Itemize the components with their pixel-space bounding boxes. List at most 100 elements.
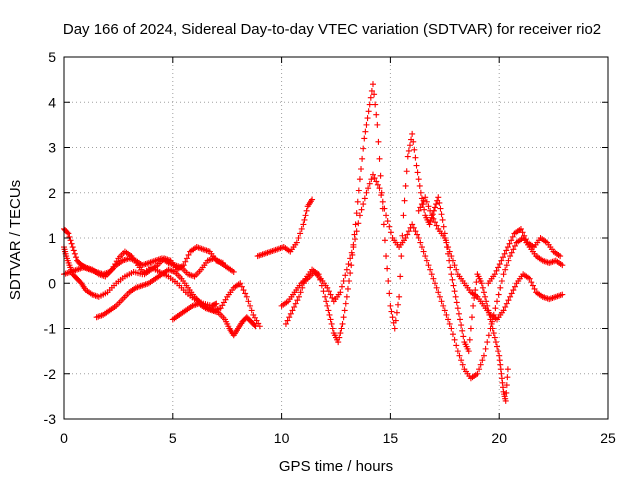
data-point-interp [360,145,367,152]
data-point-interp [303,207,310,214]
data-point-interp [425,262,432,269]
data-point-interp [373,111,380,118]
data-point-interp [503,389,510,396]
data-point-interp [355,187,362,194]
data-point-interp [70,247,77,254]
data-point [422,253,429,260]
data-point-interp [432,204,439,211]
data-point-interp [387,229,394,236]
data-point-interp [398,253,405,260]
data-point-interp [287,310,294,317]
data-point-interp [345,261,352,268]
data-point-interp [415,176,422,183]
data-point-interp [484,339,491,346]
data-point [65,230,72,237]
data-point-interp [329,325,336,332]
data-point-interp [185,251,192,258]
data-point-interp [340,314,347,321]
y-tick-label: 4 [48,94,56,110]
data-point-interp [359,155,366,162]
data-point [337,289,344,296]
data-point-interp [386,223,393,230]
data-point-interp [395,301,402,308]
data-point-interp [505,257,512,264]
data-point [498,257,505,264]
data-point-interp [430,275,437,282]
data-point-interp [460,333,467,340]
data-point-interp [302,212,309,219]
data-point-interp [495,348,502,355]
data-point [400,212,407,219]
data-point-interp [522,236,529,243]
y-tick-label: -3 [44,411,57,427]
data-point-interp [493,267,500,274]
data-point-interp [371,91,378,98]
data-point-interp [451,262,458,269]
data-point-interp [64,229,71,236]
data-point-interp [360,201,367,208]
series-track-4 [93,266,263,330]
data-point-interp [338,283,345,290]
data-point-interp [251,322,258,329]
data-point-interp [418,244,425,251]
data-point-interp [384,218,391,225]
data-point-interp [433,201,440,208]
data-point-interp [418,201,425,208]
data-point [415,235,422,241]
data-point-interp [363,121,370,128]
data-point [507,253,514,260]
data-point-interp [453,342,460,349]
data-point-interp [510,287,517,294]
x-tick-label: 25 [600,430,616,446]
data-point-interp [240,287,247,294]
data-point-interp [301,216,308,223]
data-point [452,293,459,300]
data-point-interp [365,185,372,192]
data-point-interp [372,101,379,108]
data-point-interp [505,297,512,304]
data-point-interp [344,285,351,292]
data-point-interp [492,339,499,346]
data-point-interp [384,265,391,272]
data-point-interp [500,254,507,261]
data-point [474,370,481,377]
data-point-interp [477,361,484,368]
data-point [309,196,316,203]
data-point [356,176,363,183]
data-point-interp [440,223,447,230]
data-point-interp [417,239,424,246]
data-point [252,323,259,330]
data-point [378,189,385,196]
data-point-interp [495,264,502,271]
data-point-interp [528,279,535,286]
data-point-interp [212,301,219,308]
data-point-interp [432,280,439,287]
data-point [402,235,409,241]
series-track-6 [254,196,316,260]
data-point [470,302,477,309]
data-point-interp [291,304,298,311]
data-point-interp [466,336,473,343]
data-point-interp [355,220,362,227]
data-point [374,121,381,128]
data-point-interp [433,284,440,291]
data-point [383,253,390,260]
data-point-interp [371,175,378,182]
data-point-interp [455,310,462,317]
data-point [282,320,289,327]
data-point-interp [182,258,189,265]
data-point-interp [519,229,526,236]
data-point-interp [501,250,508,257]
data-point-interp [459,327,466,334]
data-point-interp [416,182,423,189]
data-point-interp [438,211,445,218]
y-tick-label: -1 [44,321,57,337]
data-point [352,221,359,228]
data-point-interp [377,172,384,179]
data-point-interp [479,357,486,364]
data-point-interp [437,205,444,212]
data-point-interp [361,195,368,202]
data-point [480,352,487,359]
data-point-interp [368,87,375,94]
data-point-interp [81,263,88,270]
